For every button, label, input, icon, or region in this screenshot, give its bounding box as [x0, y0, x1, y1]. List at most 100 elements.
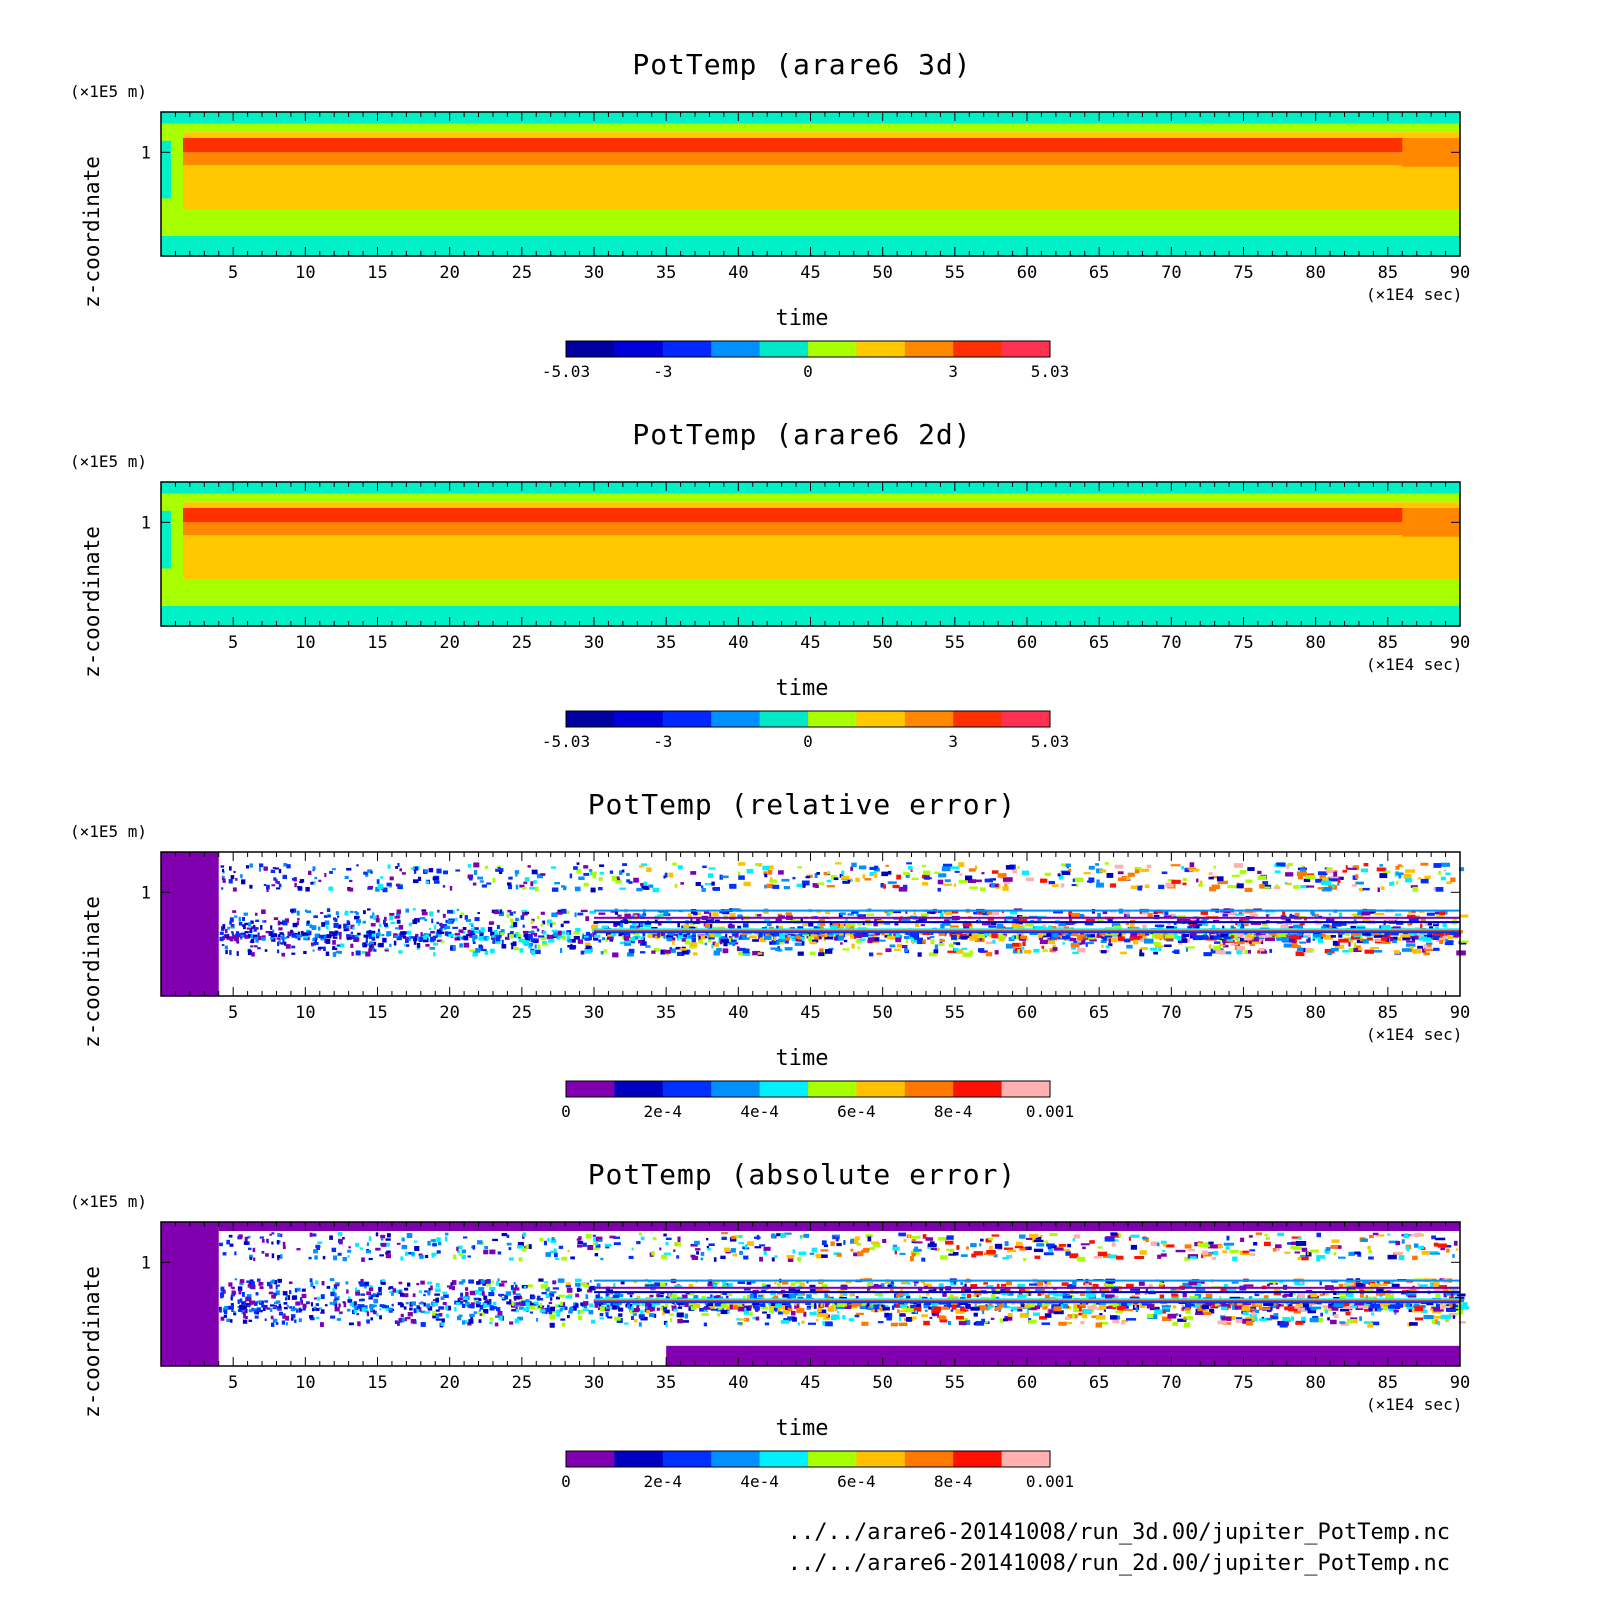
heatmap-speckle [992, 939, 996, 944]
heatmap-speckle [354, 1242, 360, 1247]
heatmap-speckle [1127, 872, 1135, 877]
heatmap-speckle [309, 1232, 313, 1237]
heatmap-speckle [466, 934, 470, 937]
heatmap-speckle [1200, 910, 1209, 915]
heatmap-speckle [291, 945, 296, 949]
heatmap-speckle [1124, 913, 1127, 918]
heatmap-speckle [475, 948, 481, 953]
heatmap-speckle [706, 1245, 710, 1249]
heatmap-speckle [1340, 1322, 1350, 1326]
heatmap-speckle [860, 1302, 868, 1306]
heatmap-speckle [979, 937, 983, 941]
heatmap-speckle [801, 1292, 806, 1296]
heatmap-speckle [768, 926, 774, 930]
heatmap-speckle [278, 1311, 284, 1316]
heatmap-speckle [1084, 921, 1094, 926]
heatmap-speckle [977, 911, 985, 915]
heatmap-speckle [930, 939, 935, 945]
heatmap-speckle [946, 1302, 955, 1307]
heatmap-speckle [1403, 1233, 1409, 1239]
heatmap-speckle [874, 1307, 878, 1313]
heatmap-speckle [1360, 868, 1369, 873]
heatmap-speckle [517, 1316, 524, 1321]
heatmap-speckle [742, 937, 750, 940]
heatmap-speckle [967, 879, 977, 884]
heatmap-speckle [386, 931, 392, 937]
heatmap-speckle [528, 944, 533, 949]
heatmap-speckle [809, 941, 817, 945]
heatmap-speckle [508, 876, 513, 880]
heatmap-speckle [1081, 939, 1086, 945]
heatmap-speckle [222, 1252, 227, 1256]
heatmap-speckle [832, 1316, 840, 1320]
heatmap-speckle [818, 918, 825, 922]
heatmap-speckle [537, 944, 541, 949]
heatmap-speckle [896, 1309, 900, 1313]
heatmap-speckle [1244, 887, 1253, 893]
heatmap-speckle [403, 943, 407, 947]
heatmap-speckle [1433, 1315, 1443, 1319]
heatmap-speckle [1117, 877, 1127, 882]
heatmap-speckle [887, 881, 897, 884]
heatmap-speckle [600, 951, 604, 955]
heatmap-speckle [398, 924, 404, 930]
heatmap-speckle [1139, 1250, 1147, 1255]
heatmap-speckle [1137, 885, 1143, 891]
heatmap-speckle [773, 1307, 779, 1311]
heatmap-speckle [1130, 1234, 1140, 1238]
heatmap-speckle [458, 1314, 463, 1317]
colorbar-swatch [808, 341, 857, 357]
heatmap-speckle [383, 923, 388, 927]
heatmap-speckle [394, 916, 400, 919]
heatmap-speckle [1383, 1304, 1391, 1309]
heatmap-speckle [1420, 1309, 1427, 1313]
heatmap-speckle [754, 913, 757, 917]
heatmap-speckle [350, 931, 353, 935]
heatmap-speckle [606, 931, 611, 937]
heatmap-speckle [764, 1305, 768, 1310]
heatmap-speckle [595, 1236, 603, 1242]
heatmap-speckle [880, 883, 885, 888]
heatmap-speckle [291, 952, 296, 955]
heatmap-speckle [618, 1313, 623, 1317]
heatmap-speckle [1397, 864, 1402, 867]
heatmap-speckle [515, 872, 518, 877]
heatmap-band [161, 209, 1460, 236]
heatmap-speckle [386, 1233, 391, 1238]
heatmap-speckle [307, 930, 312, 936]
chart-title: PotTemp (arare6 3d) [632, 48, 972, 81]
heatmap-speckle [789, 935, 798, 939]
heatmap-speckle [485, 1284, 492, 1287]
heatmap-speckle [513, 1287, 520, 1291]
heatmap-speckle [415, 1305, 419, 1310]
heatmap-speckle [1109, 1315, 1118, 1320]
heatmap-speckle [295, 936, 298, 939]
heatmap-speckle [1394, 1312, 1397, 1315]
heatmap-speckle [261, 909, 266, 915]
heatmap-speckle [389, 915, 394, 921]
heatmap-speckle [1223, 940, 1226, 945]
heatmap-speckle [389, 1290, 395, 1294]
heatmap-speckle [1245, 918, 1250, 921]
heatmap-speckle [1196, 878, 1199, 883]
heatmap-speckle [928, 952, 938, 957]
heatmap-speckle [279, 932, 284, 935]
heatmap-speckle [493, 929, 498, 935]
heatmap-speckle [1316, 1302, 1322, 1305]
heatmap-speckle [1273, 1288, 1280, 1293]
heatmap-speckle [1093, 1256, 1102, 1259]
heatmap-speckle [375, 918, 380, 923]
heatmap-speckle [1043, 1252, 1054, 1256]
heatmap-speckle [1459, 867, 1464, 872]
heatmap-speckle [472, 882, 477, 886]
heatmap-speckle [1260, 939, 1264, 945]
heatmap-speckle [297, 934, 303, 938]
heatmap-speckle [578, 1315, 583, 1321]
heatmap-speckle [1009, 911, 1018, 915]
heatmap-speckle [647, 934, 653, 938]
heatmap-speckle [309, 1278, 313, 1283]
heatmap-speckle [404, 1287, 409, 1291]
heatmap-speckle [1345, 938, 1354, 943]
heatmap-speckle [325, 939, 331, 944]
heatmap-speckle [924, 1284, 932, 1289]
